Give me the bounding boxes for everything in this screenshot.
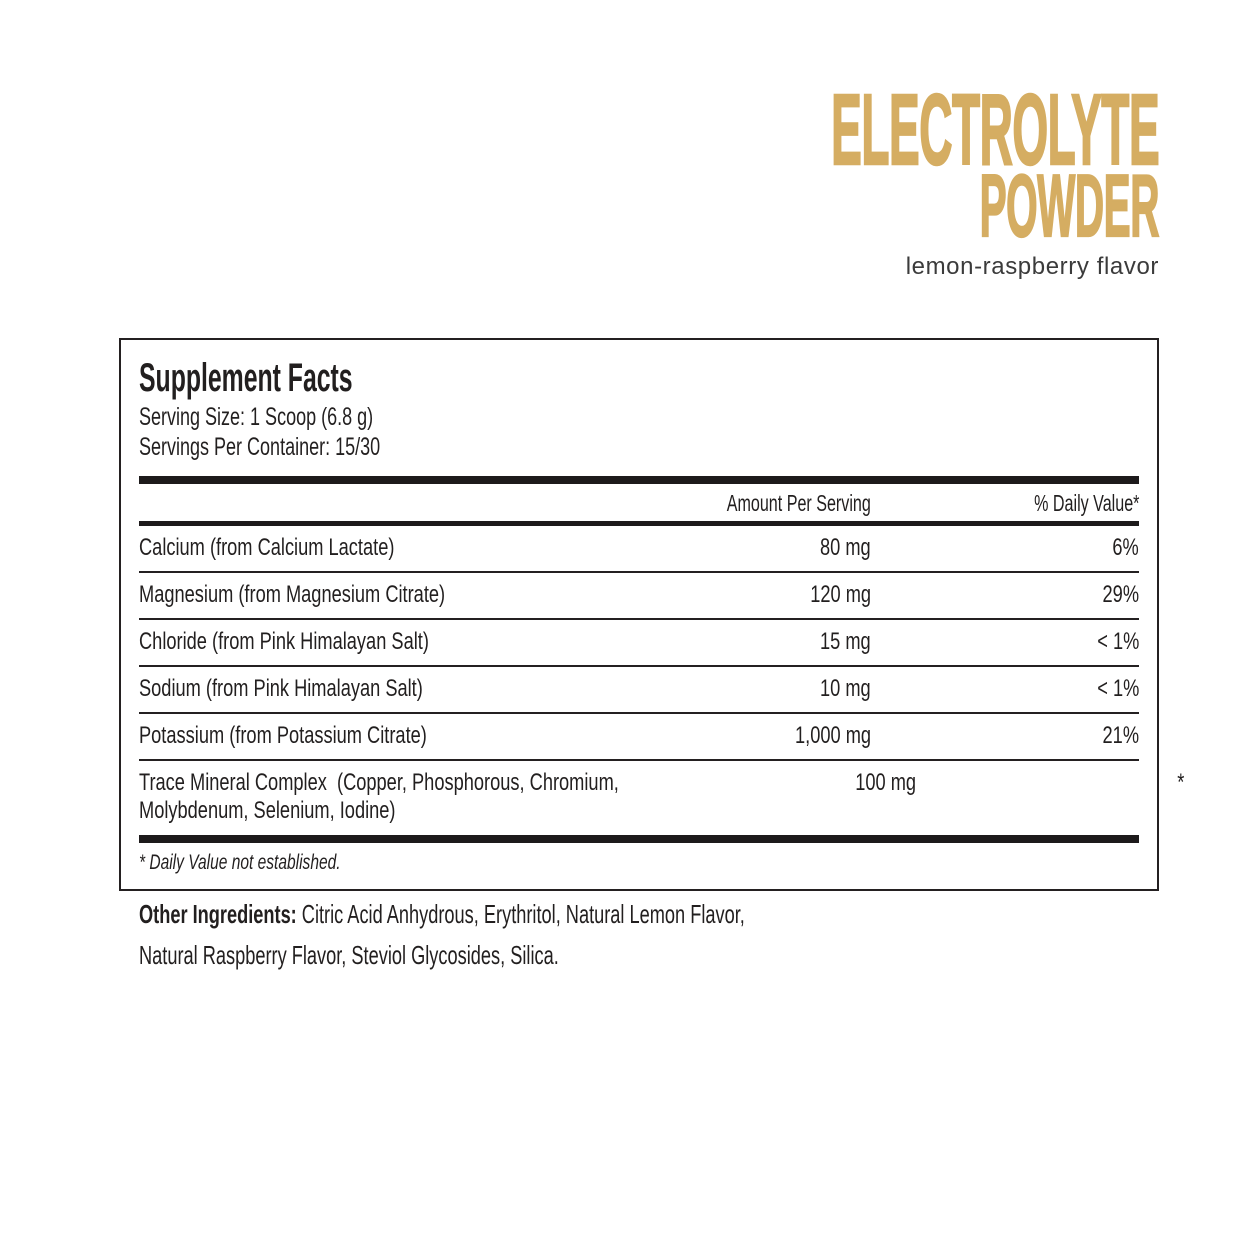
facts-title: Supplement Facts [139, 358, 1139, 398]
nutrient-amount: 15 mg [820, 628, 871, 655]
divider-heavy-bottom [139, 835, 1139, 843]
other-ingredients-text1: Citric Acid Anhydrous, Erythritol, Natur… [296, 899, 745, 929]
other-ingredients-line2: Natural Raspberry Flavor, Steviol Glycos… [139, 937, 1005, 978]
nutrient-name: Calcium (from Calcium Lactate) [139, 534, 395, 561]
nutrient-amount: 10 mg [820, 675, 871, 702]
nutrient-name: Magnesium (from Magnesium Citrate) [139, 581, 446, 608]
nutrient-daily-value: < 1% [1096, 628, 1139, 655]
nutrient-daily-value: 6% [1112, 534, 1139, 561]
product-title-text: ELECTROLYTE [830, 74, 1160, 186]
nutrient-daily-value: < 1% [1096, 675, 1139, 702]
flavor-subtitle: lemon-raspberry flavor [905, 253, 1159, 280]
nutrient-row: Trace Mineral Complex (Copper, Phosphoro… [139, 761, 1184, 835]
nutrient-amount: 120 mg [810, 581, 871, 608]
other-ingredients: Other Ingredients: Citric Acid Anhydrous… [139, 896, 1005, 978]
daily-value-footnote: * Daily Value not established. [139, 851, 341, 874]
other-ingredients-text2: Natural Raspberry Flavor, Steviol Glycos… [139, 940, 559, 970]
product-title-line2: POWDER [769, 156, 1160, 255]
product-header: ELECTROLYTE POWDER lemon-raspberry flavo… [446, 74, 1160, 280]
supplement-facts-panel: Supplement Facts Serving Size: 1 Scoop (… [119, 338, 1184, 891]
column-nutrient [139, 491, 731, 515]
product-title-line1: ELECTROLYTE [446, 74, 1160, 186]
nutrient-row: Sodium (from Pink Himalayan Salt) 10 mg … [139, 667, 1139, 714]
product-subtitle-text: POWDER [979, 156, 1160, 255]
nutrient-name: Chloride (from Pink Himalayan Salt) [139, 628, 429, 655]
column-amount-per-serving: Amount Per Serving [726, 490, 871, 516]
nutrient-name: Potassium (from Potassium Citrate) [139, 722, 427, 749]
facts-title-text: Supplement Facts [139, 356, 353, 400]
nutrient-row: Magnesium (from Magnesium Citrate) 120 m… [139, 573, 1139, 620]
table-header-row: Amount Per Serving % Daily Value* [139, 484, 1139, 521]
nutrient-daily-value: 21% [1102, 722, 1139, 749]
nutrient-amount: 100 mg [855, 769, 917, 796]
nutrient-name: Sodium (from Pink Himalayan Salt) [139, 675, 423, 702]
serving-size: Serving Size: 1 Scoop (6.8 g) [139, 403, 374, 431]
nutrient-amount: 1,000 mg [794, 722, 871, 749]
nutrient-row: Chloride (from Pink Himalayan Salt) 15 m… [139, 620, 1139, 667]
other-ingredients-label: Other Ingredients: [139, 899, 297, 929]
divider-medium [139, 521, 1139, 526]
nutrient-rows: Calcium (from Calcium Lactate) 80 mg 6% … [139, 526, 1184, 835]
nutrient-amount: 80 mg [820, 534, 871, 561]
nutrient-row: Potassium (from Potassium Citrate) 1,000… [139, 714, 1139, 761]
divider-heavy-top [139, 476, 1139, 484]
nutrient-row: Calcium (from Calcium Lactate) 80 mg 6% [139, 526, 1139, 573]
column-daily-value: % Daily Value* [1033, 490, 1139, 516]
nutrient-daily-value: 29% [1102, 581, 1139, 608]
servings-per-container: Servings Per Container: 15/30 [139, 433, 381, 461]
nutrient-name: Trace Mineral Complex (Copper, Phosphoro… [139, 769, 619, 824]
nutrient-daily-value: * [1177, 769, 1185, 796]
other-ingredients-line1: Other Ingredients: Citric Acid Anhydrous… [139, 896, 1005, 937]
